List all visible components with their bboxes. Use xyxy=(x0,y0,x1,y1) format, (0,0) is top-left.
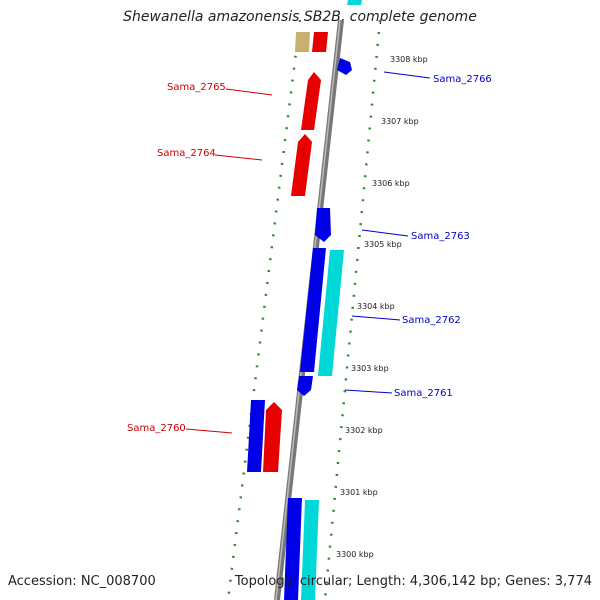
gene-arrow-sama-2763[interactable] xyxy=(315,208,331,242)
gene-label-sama-2763[interactable]: Sama_2763 xyxy=(411,231,470,242)
genome-summary: Topology: circular; Length: 4,306,142 bp… xyxy=(234,574,592,589)
gene-label-sama-2760[interactable]: Sama_2760 xyxy=(127,423,186,434)
gene-feature-top-tan[interactable] xyxy=(295,32,310,52)
kbp-scale: 3308 kbp 3307 kbp 3306 kbp 3305 kbp 3304… xyxy=(336,55,428,559)
leader-sama-2765 xyxy=(225,88,273,96)
kbp-label-3301: 3301 kbp xyxy=(340,488,378,497)
leader-sama-2762 xyxy=(351,315,401,321)
gene-arrow-sama-2760-blue[interactable] xyxy=(247,400,265,472)
leader-sama-2764 xyxy=(214,154,263,161)
gene-label-sama-2762[interactable]: Sama_2762 xyxy=(402,315,461,326)
gene-feature-top-red[interactable] xyxy=(312,32,328,52)
leader-sama-2761 xyxy=(344,389,393,394)
map-title: Shewanella amazonensis SB2B, complete ge… xyxy=(123,9,477,25)
gene-arrow-sama-2761[interactable] xyxy=(297,376,313,396)
accession-label: Accession: NC_008700 xyxy=(8,574,156,589)
outer-guide-right xyxy=(323,19,382,600)
kbp-label-3305: 3305 kbp xyxy=(364,240,402,249)
gene-label-sama-2761[interactable]: Sama_2761 xyxy=(394,388,453,399)
gene-arrow-bottom-blue[interactable] xyxy=(284,498,302,600)
leader-sama-2760 xyxy=(185,428,233,434)
gene-label-sama-2765[interactable]: Sama_2765 xyxy=(167,82,226,93)
kbp-label-3300: 3300 kbp xyxy=(336,550,374,559)
gene-feature-top-cyan[interactable] xyxy=(347,0,362,5)
gene-arrow-sama-2762[interactable] xyxy=(300,248,326,372)
leader-sama-2766 xyxy=(383,71,431,79)
gene-label-sama-2764[interactable]: Sama_2764 xyxy=(157,148,216,159)
gene-arrow-sama-2760[interactable] xyxy=(263,402,282,472)
kbp-label-3306: 3306 kbp xyxy=(372,179,410,188)
gene-label-sama-2766[interactable]: Sama_2766 xyxy=(433,74,492,85)
kbp-label-3308: 3308 kbp xyxy=(390,55,428,64)
gene-arrow-sama-2766[interactable] xyxy=(337,58,352,75)
leader-sama-2763 xyxy=(361,229,409,237)
outer-guide-left xyxy=(226,19,302,600)
gene-arrow-sama-2765[interactable] xyxy=(301,72,321,130)
gene-rna-sama-2762[interactable] xyxy=(318,250,344,376)
kbp-label-3303: 3303 kbp xyxy=(351,364,389,373)
gene-rna-bottom-cyan[interactable] xyxy=(301,500,319,600)
kbp-label-3307: 3307 kbp xyxy=(381,117,419,126)
kbp-label-3304: 3304 kbp xyxy=(357,302,395,311)
gene-arrow-sama-2764[interactable] xyxy=(291,134,312,196)
kbp-label-3302: 3302 kbp xyxy=(345,426,383,435)
